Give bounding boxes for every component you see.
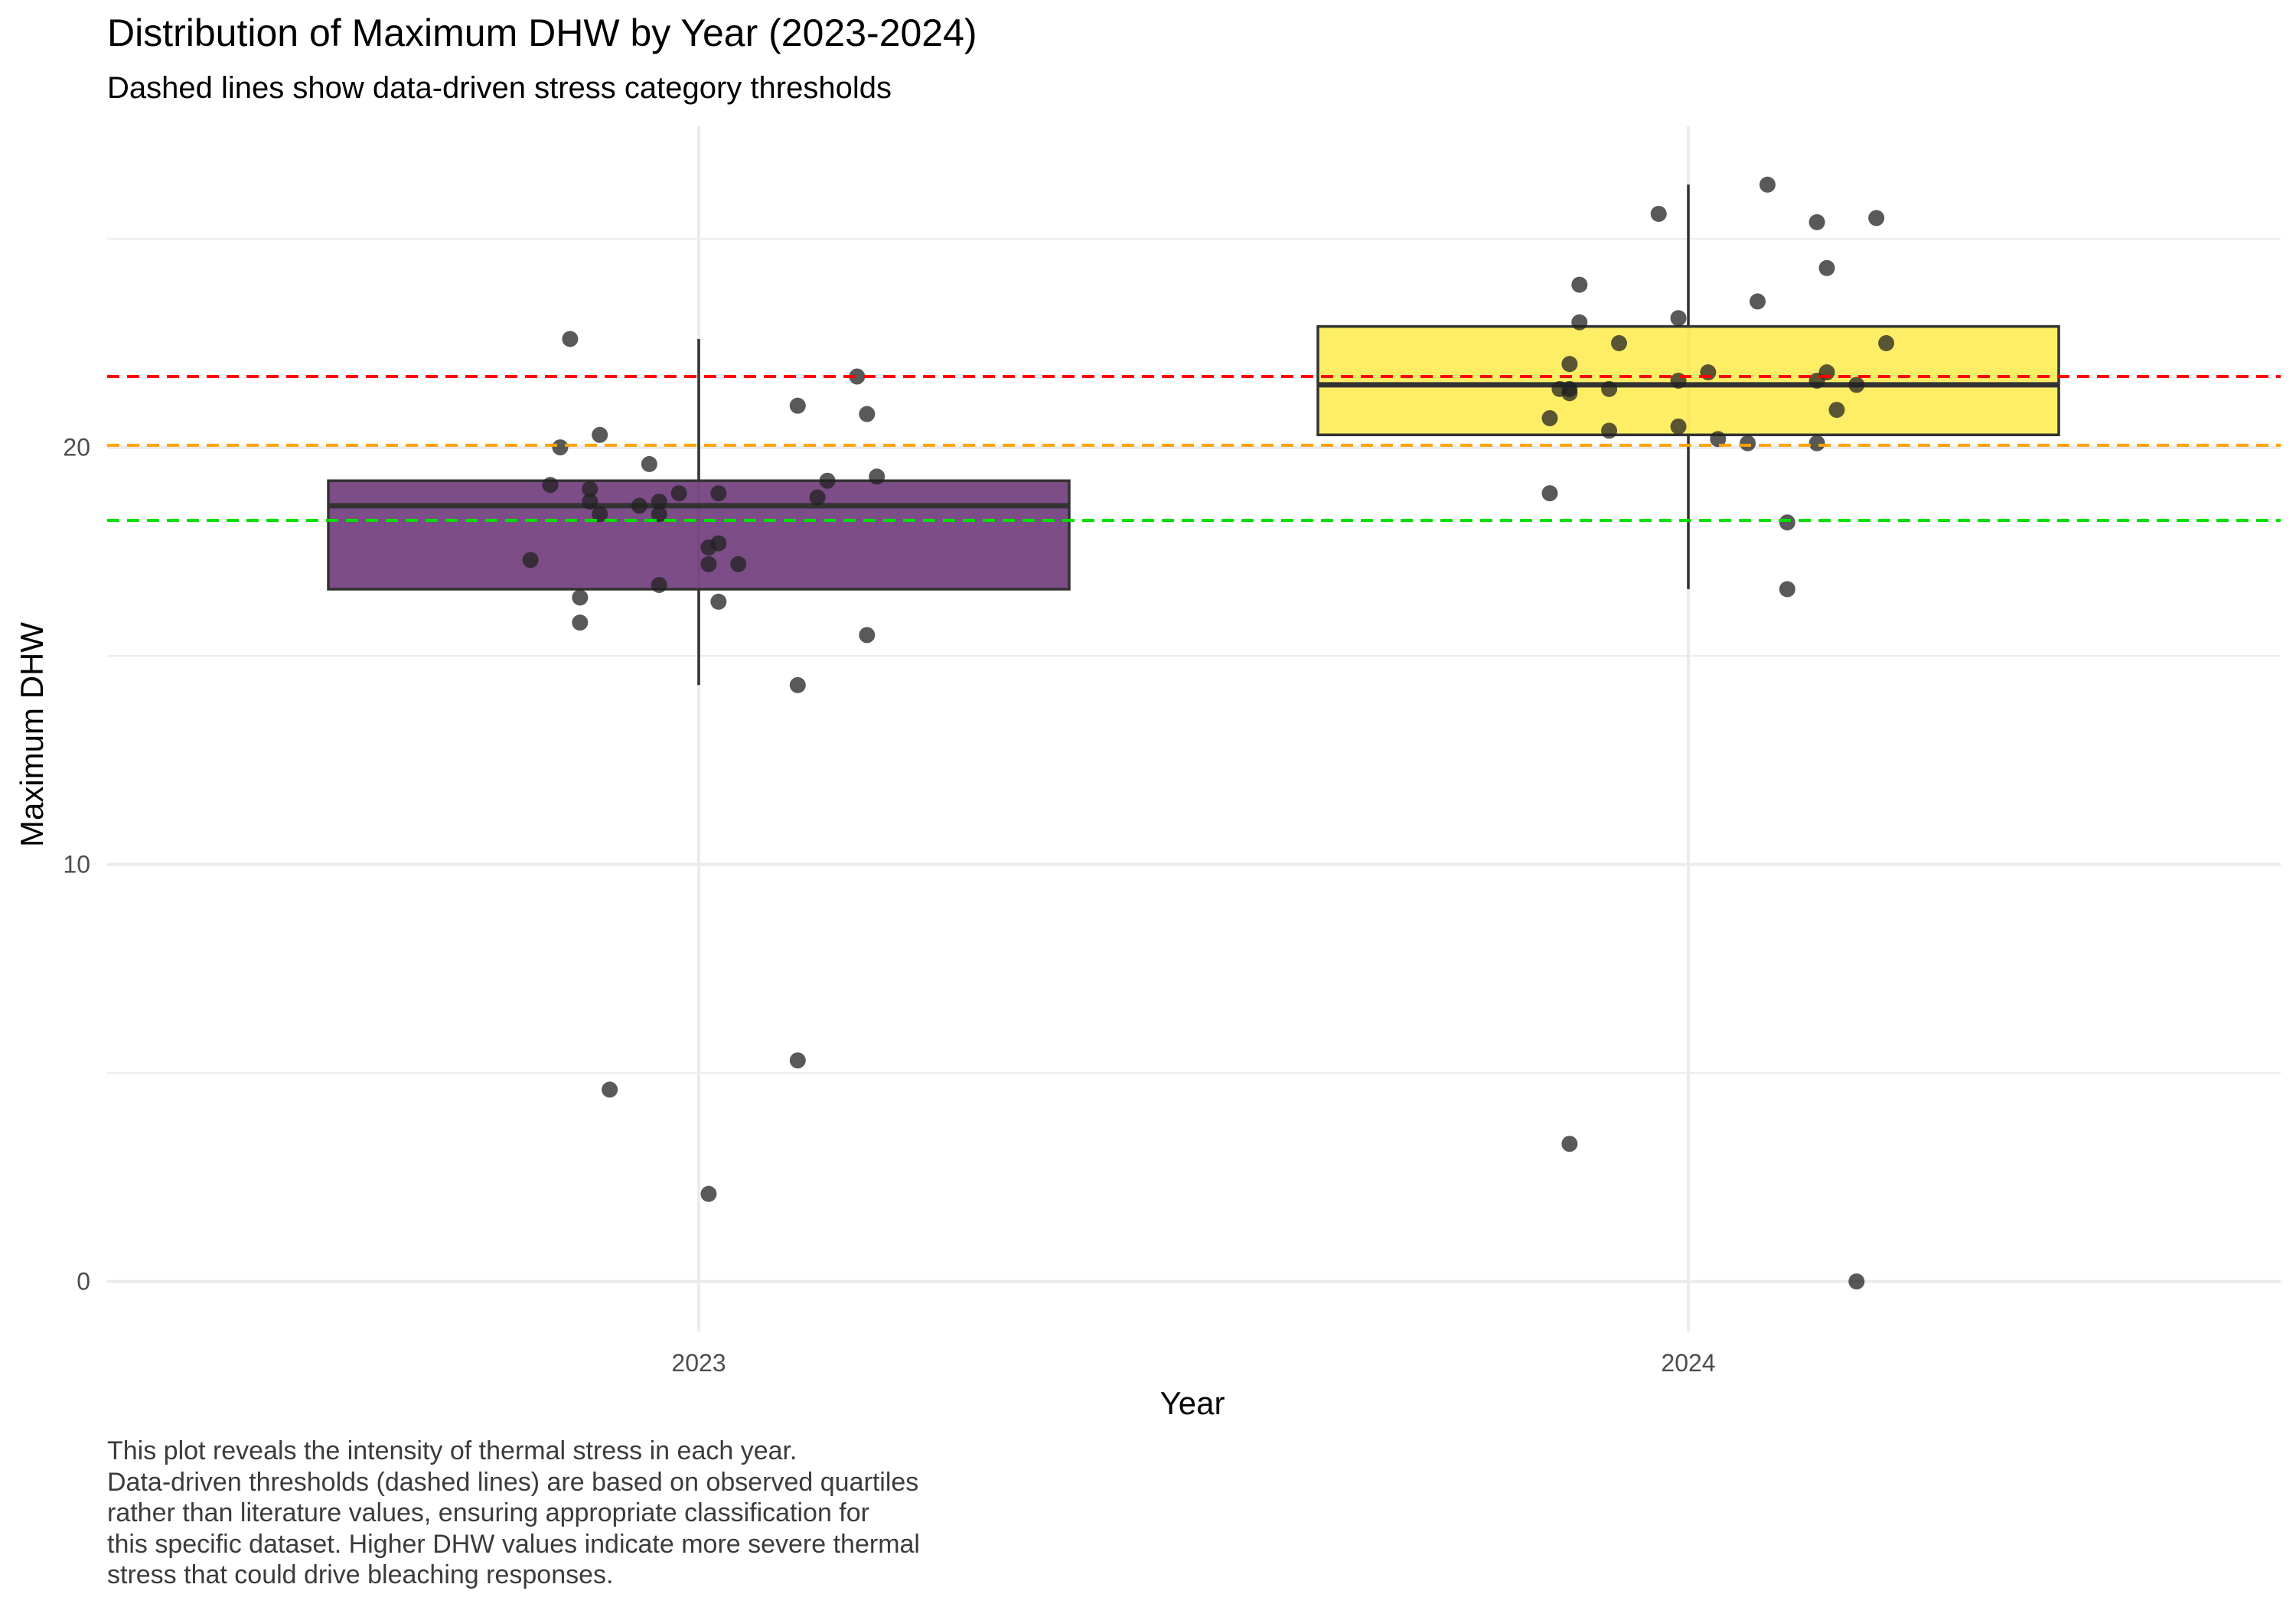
data-point (1818, 259, 1835, 276)
data-point (562, 331, 579, 347)
grid-lines (107, 126, 2281, 1332)
data-point (1601, 380, 1618, 397)
data-point (1868, 210, 1885, 227)
data-point (1571, 314, 1588, 331)
data-point (859, 406, 876, 422)
data-point (552, 439, 569, 456)
data-point (1779, 514, 1795, 531)
caption-line: this specific dataset. Higher DHW values… (107, 1529, 920, 1559)
data-point (1808, 435, 1825, 451)
data-point (651, 576, 667, 593)
threshold-lines (107, 374, 2281, 523)
data-point (651, 493, 667, 510)
data-point (542, 477, 559, 494)
data-point (572, 614, 589, 631)
data-point (1848, 1273, 1865, 1290)
data-point (869, 468, 885, 485)
data-point (602, 1081, 618, 1098)
data-point (730, 556, 747, 572)
data-point (592, 426, 608, 443)
data-point (1601, 422, 1618, 439)
data-point (641, 455, 657, 472)
x-tick-label: 2024 (1661, 1349, 1715, 1377)
data-point (631, 497, 647, 514)
data-point (1750, 293, 1766, 310)
data-point (1808, 214, 1825, 230)
data-point (710, 593, 727, 610)
data-point (809, 489, 826, 506)
data-point (789, 1052, 806, 1069)
data-point (522, 552, 539, 569)
y-axis-ticks: 0 10 20 (63, 434, 90, 1296)
data-point (1848, 376, 1865, 393)
boxes (327, 184, 2060, 686)
y-axis-title: Maximum DHW (14, 622, 50, 847)
data-point (1759, 176, 1776, 193)
box-2024 (1316, 324, 2060, 437)
caption-line: rather than literature values, ensuring … (107, 1498, 869, 1527)
data-point (859, 627, 876, 644)
data-point (1710, 431, 1727, 448)
data-point (1541, 485, 1558, 502)
y-tick-label: 20 (63, 434, 90, 461)
data-point (592, 506, 608, 523)
caption-line: Data-driven thresholds (dashed lines) ar… (107, 1467, 919, 1497)
data-point (582, 493, 598, 510)
x-axis-ticks: 2023 2024 (671, 1349, 1715, 1377)
data-point (1610, 334, 1627, 351)
caption-line: stress that could drive bleaching respon… (107, 1560, 614, 1589)
data-point (819, 472, 836, 489)
data-point (1740, 435, 1756, 451)
box-2023 (327, 479, 1071, 591)
data-point (1561, 1136, 1578, 1152)
y-tick-label: 0 (77, 1268, 90, 1296)
data-point (651, 506, 667, 523)
chart-title: Distribution of Maximum DHW by Year (202… (107, 11, 977, 54)
data-point (1561, 356, 1578, 373)
data-point (1650, 205, 1667, 222)
data-point (1779, 581, 1795, 598)
data-point (1561, 380, 1578, 397)
data-point (710, 485, 727, 502)
data-point (700, 1185, 717, 1202)
data-point (670, 485, 687, 502)
data-point (700, 556, 717, 572)
data-point (582, 481, 598, 497)
data-point (1541, 409, 1558, 426)
y-tick-label: 10 (63, 851, 90, 878)
data-points (522, 176, 1895, 1290)
caption-line: This plot reveals the intensity of therm… (107, 1436, 797, 1465)
x-tick-label: 2023 (671, 1349, 726, 1377)
data-point (849, 368, 866, 385)
data-point (789, 397, 806, 414)
data-point (572, 589, 589, 606)
data-point (1670, 310, 1687, 327)
data-point (1571, 276, 1588, 293)
data-point (1828, 402, 1845, 419)
data-point (710, 535, 727, 552)
data-point (1878, 334, 1895, 351)
chart-caption: This plot reveals the intensity of therm… (107, 1436, 1102, 1591)
data-point (1670, 418, 1687, 435)
chart-subtitle: Dashed lines show data-driven stress cat… (107, 71, 892, 105)
data-point (789, 676, 806, 693)
x-axis-title: Year (1160, 1385, 1225, 1421)
